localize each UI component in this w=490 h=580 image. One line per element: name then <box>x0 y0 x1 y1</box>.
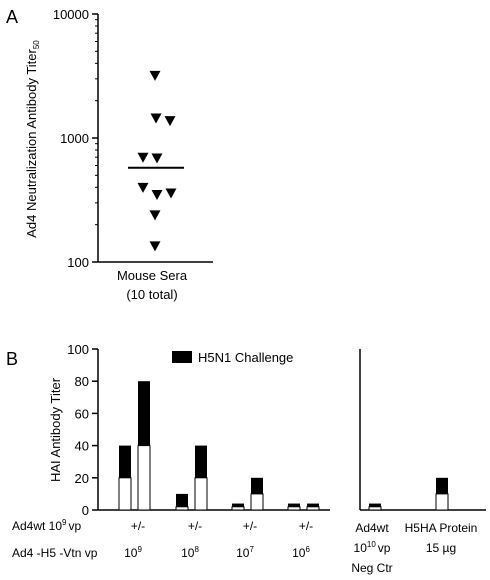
group-dose-base: 10 <box>124 546 138 560</box>
bar-challenge <box>436 477 448 494</box>
data-point <box>165 188 177 199</box>
panel-b-letter: B <box>6 349 18 369</box>
row1-label: Ad4wt 109 vp <box>12 518 82 533</box>
data-point <box>149 70 161 81</box>
group-dose-label: 106 <box>292 545 310 560</box>
bar-prechallenge <box>137 445 151 511</box>
panel-b-y-tick-label: 40 <box>75 439 89 454</box>
data-point <box>151 153 163 164</box>
panel-a-y-tick-label: 100 <box>67 255 89 270</box>
row1-label-main: Ad4wt 10 <box>12 519 62 533</box>
bar-challenge <box>176 493 188 507</box>
control-neg-dose-exp: 10 <box>367 540 376 549</box>
legend-swatch <box>172 351 192 363</box>
panel-a-chart: Ad4 Neutralization Antibody Titer50 100 1… <box>24 7 213 302</box>
control-neg-label-line2: 1010 vp <box>354 540 391 555</box>
control-neg-label-line3: Neg Ctr <box>351 561 392 575</box>
control-neg-dose-base: 10 <box>354 541 368 555</box>
data-point <box>164 116 176 127</box>
control-protein-label-line2: 15 µg <box>426 541 456 555</box>
bar-prechallenge <box>287 506 301 511</box>
group-dose-label: 108 <box>181 545 199 560</box>
group-dose-base: 10 <box>181 546 195 560</box>
row2-label: Ad4 -H5 -Vtn vp <box>12 546 98 560</box>
data-point <box>151 190 163 201</box>
group-dose-exp: 7 <box>249 545 254 554</box>
panel-a-xlabel-line2: (10 total) <box>126 287 177 302</box>
legend-label: H5N1 Challenge <box>198 350 293 365</box>
group-dose-base: 10 <box>236 546 250 560</box>
group-dose-base: 10 <box>292 546 306 560</box>
panel-a-letter: A <box>6 7 18 27</box>
bar-prechallenge <box>175 506 189 511</box>
control-neg-label-line1: Ad4wt <box>355 521 389 535</box>
bar-prechallenge <box>194 477 208 511</box>
bar-challenge <box>307 503 319 507</box>
bar-prechallenge <box>118 477 132 511</box>
panel-b-y-tick-label: 20 <box>75 471 89 486</box>
data-point <box>149 210 161 221</box>
panel-b-y-tick-label: 0 <box>82 503 89 518</box>
bar-prechallenge <box>306 506 320 511</box>
data-point <box>137 152 149 163</box>
bar-challenge <box>119 445 131 478</box>
group-dose-exp: 8 <box>194 545 199 554</box>
panel-b-y-tick-label: 100 <box>67 342 89 357</box>
bar-challenge <box>369 503 381 507</box>
panel-a-y-tick-label: 1000 <box>60 131 89 146</box>
row1-label-exp: 9 <box>62 518 67 527</box>
bar-prechallenge <box>435 493 449 511</box>
group-row1-label: +/- <box>131 519 145 533</box>
bar-prechallenge <box>231 506 245 511</box>
bar-challenge <box>288 503 300 507</box>
panel-a-xlabel-line1: Mouse Sera <box>117 268 188 283</box>
data-point <box>137 182 149 193</box>
bar-challenge <box>232 503 244 507</box>
panel-a-ylabel-main: Ad4 Neutralization Antibody Titer <box>24 48 39 237</box>
panel-b-y-tick-label: 80 <box>75 374 89 389</box>
row1-label-unit: vp <box>69 519 82 533</box>
panel-b-ylabel: HAI Antibody Titer <box>48 377 63 482</box>
bar-challenge <box>138 381 150 446</box>
group-row1-label: +/- <box>299 519 313 533</box>
bar-prechallenge <box>250 493 264 511</box>
group-row1-label: +/- <box>188 519 202 533</box>
group-dose-exp: 6 <box>305 545 310 554</box>
control-neg-dose-unit: vp <box>378 541 391 555</box>
panel-a-ylabel-sub: 50 <box>32 40 41 49</box>
bar-challenge <box>251 477 263 494</box>
panel-a-ylabel: Ad4 Neutralization Antibody Titer50 <box>24 40 41 238</box>
group-dose-label: 107 <box>236 545 254 560</box>
panel-b-chart: HAI Antibody Titer 0 20 40 60 80 100 H5N1 Cha… <box>12 342 486 575</box>
bar-challenge <box>195 445 207 478</box>
group-row1-label: +/- <box>243 519 257 533</box>
group-dose-exp: 9 <box>137 545 142 554</box>
group-dose-label: 109 <box>124 545 142 560</box>
panel-a-y-tick-label: 10000 <box>53 7 89 22</box>
panel-b-y-tick-label: 60 <box>75 406 89 421</box>
data-point <box>150 113 162 124</box>
bar-prechallenge <box>368 506 382 511</box>
data-point <box>149 241 161 252</box>
control-protein-label-line1: H5HA Protein <box>405 521 478 535</box>
